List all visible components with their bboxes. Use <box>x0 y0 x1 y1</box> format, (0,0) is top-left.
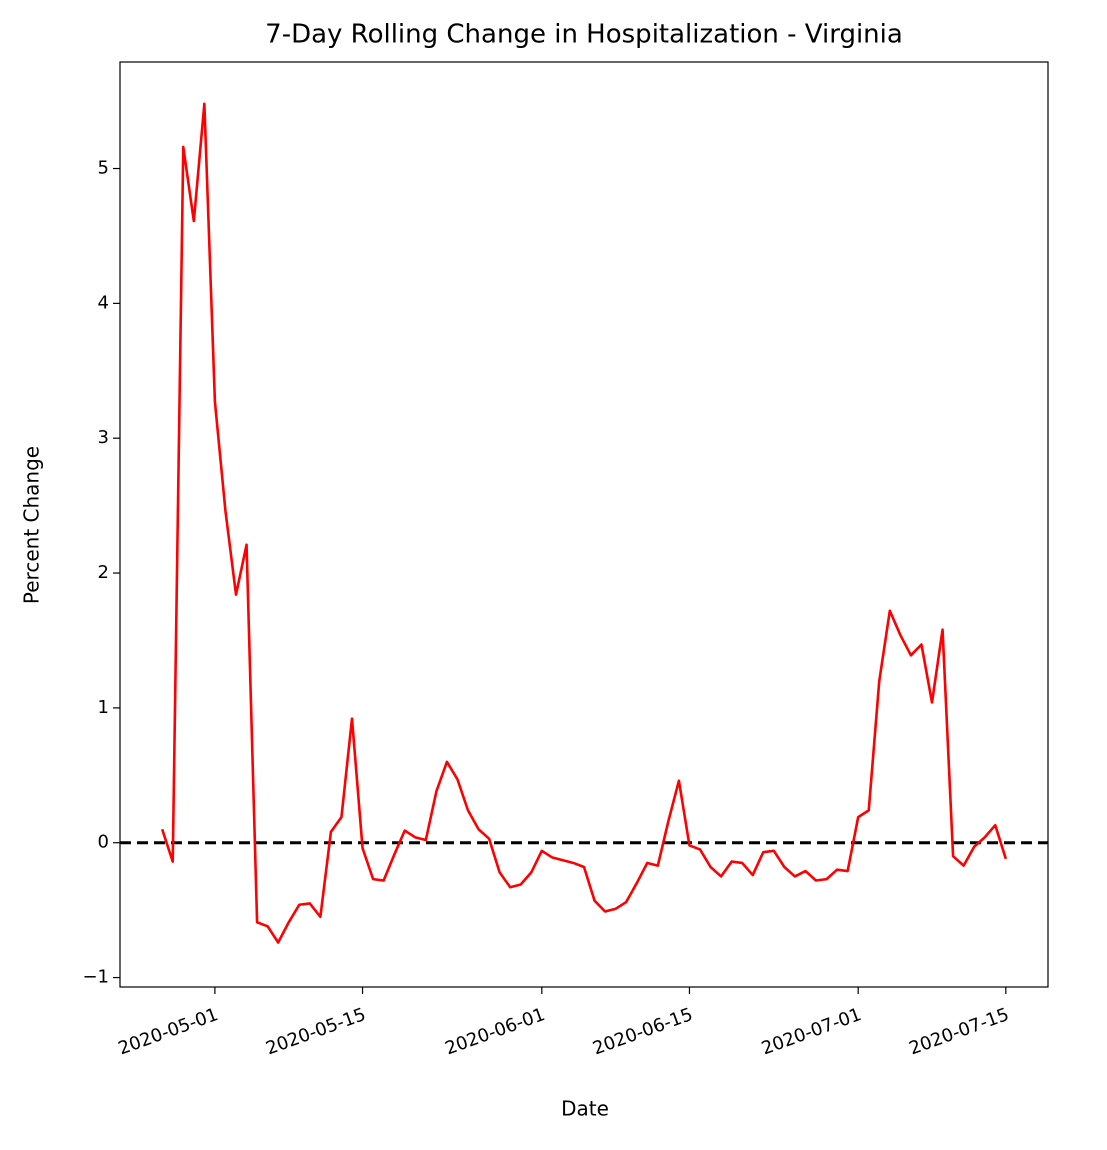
x-tick-label: 2020-06-15 <box>590 1004 695 1060</box>
x-tick-label: 2020-07-01 <box>759 1004 864 1060</box>
data-line <box>160 102 1008 944</box>
y-tick-label: 5 <box>98 158 109 179</box>
x-tick-label: 2020-05-15 <box>263 1004 368 1060</box>
y-tick-label: 2 <box>98 562 109 583</box>
plot-frame <box>119 61 1049 988</box>
y-tick-label: 3 <box>98 427 109 448</box>
x-tick-label: 2020-07-15 <box>906 1004 1011 1060</box>
y-tick-label: −1 <box>82 967 109 988</box>
chart-title: 7-Day Rolling Change in Hospitalization … <box>265 20 903 50</box>
y-tick-label: 4 <box>98 292 109 313</box>
x-tick-label: 2020-06-01 <box>442 1004 547 1060</box>
x-axis-label: Date <box>561 1097 609 1121</box>
y-tick-label: 1 <box>98 697 109 718</box>
y-tick-label: 0 <box>98 832 109 853</box>
y-axis-label: Percent Change <box>20 446 44 604</box>
x-tick-label: 2020-05-01 <box>116 1004 221 1060</box>
